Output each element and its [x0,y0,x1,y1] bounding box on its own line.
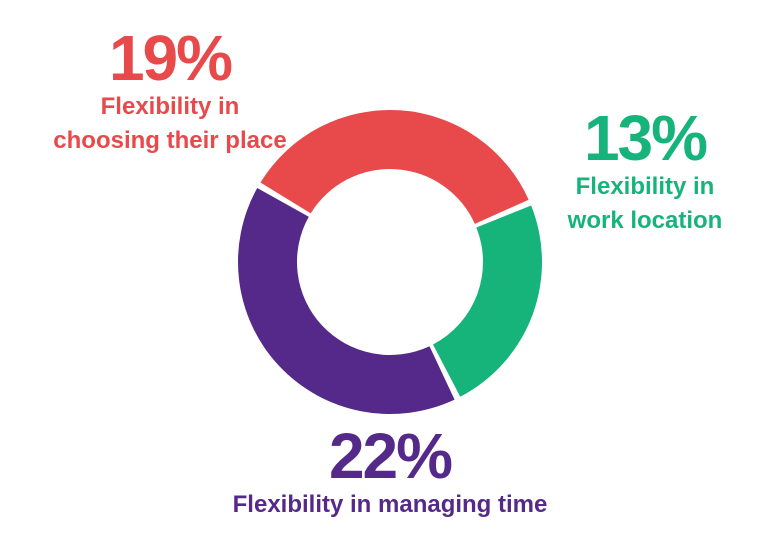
data-label-managing-time-percent: 22% [328,420,453,492]
slice-work-location [432,205,542,397]
slice-label-work-location: 13% Flexibility in work location [540,106,750,238]
slice-label-managing-time-line-1: Flexibility in managing time [232,491,548,518]
slice-label-work-location-line-2: work location [567,207,723,234]
slice-label-choosing-place-line-2: choosing their place [53,127,287,154]
slice-label-choosing-place-line-1: Flexibility in [100,93,240,120]
data-label-work-location-percent: 13% [583,102,708,174]
slice-managing-time [237,187,455,415]
slice-label-managing-time: 22% Flexibility in managing time [190,424,590,522]
slice-label-choosing-place: 19% Flexibility in choosing their place [20,26,320,158]
slice-label-work-location-line-1: Flexibility in [575,173,715,200]
slice-choosing-place [260,109,529,224]
data-label-choosing-place-percent: 19% [108,22,233,94]
